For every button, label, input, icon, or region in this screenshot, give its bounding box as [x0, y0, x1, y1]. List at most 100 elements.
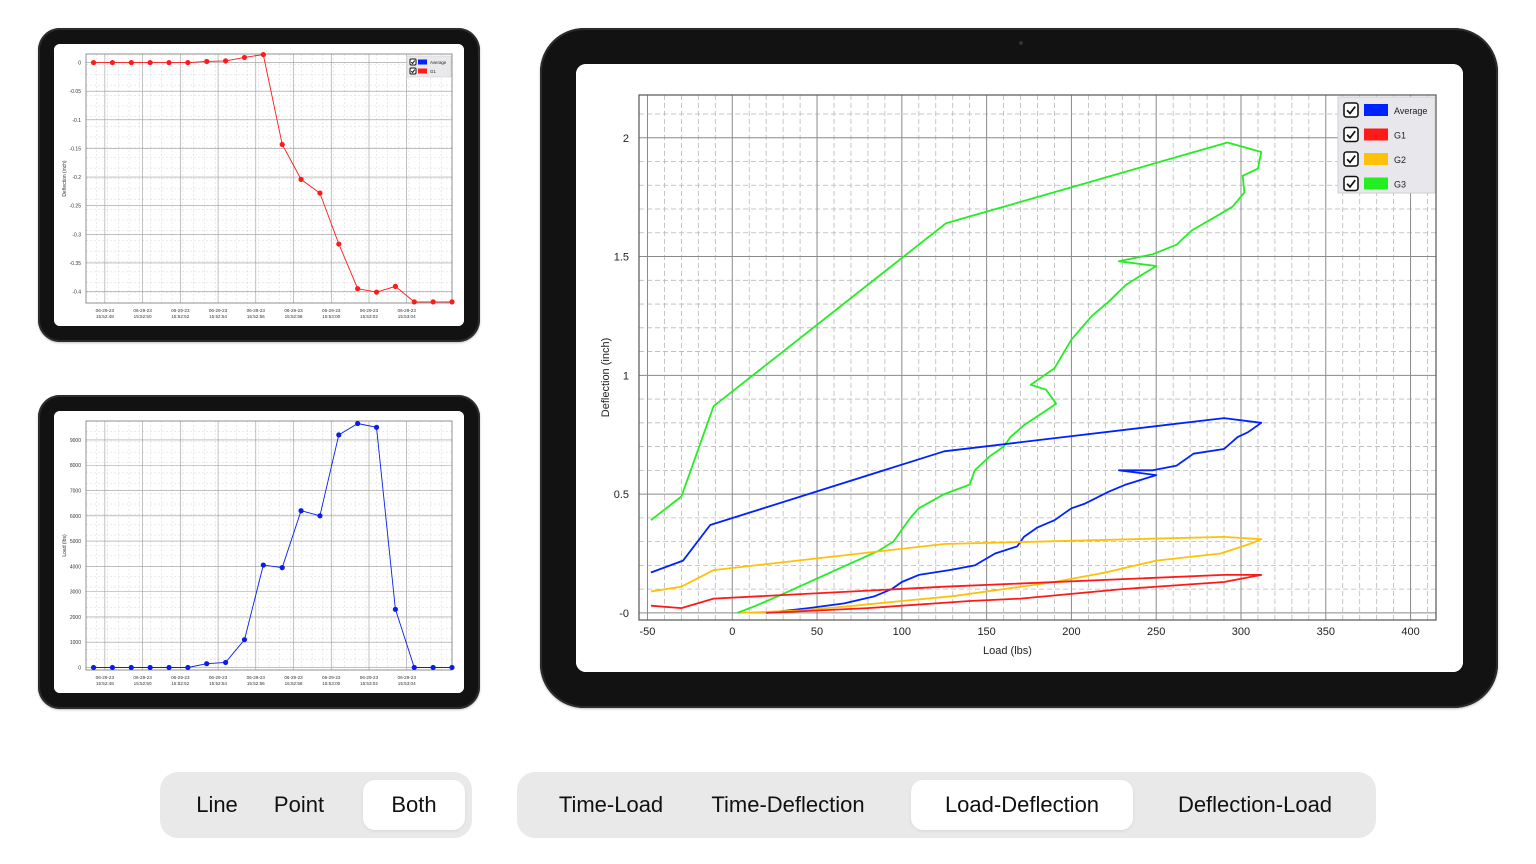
y-tick-label: 8000 [70, 463, 81, 469]
deflection-load-tab[interactable]: Deflection-Load [1177, 792, 1333, 817]
data-point [128, 59, 134, 66]
data-point [336, 432, 342, 438]
plot-border [638, 94, 1437, 621]
data-point [449, 299, 455, 305]
legend-checkbox[interactable] [409, 67, 417, 75]
y-tick-label: 0 [78, 61, 81, 67]
y-tick-label: -0.2 [72, 175, 81, 181]
y-tick-label: 7000 [70, 489, 81, 495]
data-point [298, 508, 304, 514]
legend-checkbox[interactable] [1343, 126, 1359, 143]
data-point [147, 59, 153, 66]
y-tick-label: -0.4 [72, 290, 81, 296]
load-deflection-tab[interactable]: Load-Deflection [911, 780, 1133, 830]
data-point [373, 424, 380, 430]
x-axis-label: Load (lbs) [983, 645, 1032, 657]
x-tick-time: 15:53:04 [398, 314, 416, 319]
x-tick-time: 15:52:52 [171, 681, 189, 686]
x-tick-label: 200 [1062, 626, 1080, 638]
x-tick-time: 15:52:58 [285, 314, 303, 319]
data-point [355, 420, 361, 427]
checkbox-box [1343, 102, 1359, 118]
chart-background [576, 64, 1463, 672]
x-tick-date: 06-29-23 [284, 308, 303, 313]
camera-dot [1019, 41, 1023, 45]
x-tick-time: 15:52:54 [209, 314, 227, 319]
both-option[interactable]: Both [363, 780, 465, 830]
legend-checkbox[interactable] [1343, 151, 1359, 167]
x-tick-time: 15:52:56 [247, 314, 265, 319]
time-deflection-tab[interactable]: Time-Deflection [711, 792, 865, 817]
y-tick-label: 1.5 [614, 252, 629, 264]
legend-swatch [418, 68, 427, 74]
check-mark-icon [1346, 106, 1356, 115]
x-tick-date: 06-29-23 [360, 308, 379, 313]
legend-label: G1 [1394, 131, 1406, 141]
series-average-line [650, 417, 1263, 614]
series-line [93, 54, 452, 303]
tablet-screen: -50 0 50 100 150 200 250 300 350 400 -0 0.5 1 1.5 2 Loa… [576, 64, 1463, 672]
x-tick-time: 15:53:02 [360, 314, 378, 319]
y-tick-label: 6000 [70, 514, 81, 520]
legend-swatch [1364, 153, 1388, 165]
plot-border [85, 53, 453, 304]
data-point [166, 664, 172, 671]
x-tick-label: 50 [811, 626, 823, 638]
legend-label: G2 [1394, 155, 1406, 165]
y-tick-label: -0.25 [70, 204, 82, 210]
legend-checkbox[interactable] [1343, 102, 1359, 118]
x-tick-date: 06-29-23 [247, 675, 266, 680]
time-load-chart: 9000 8000 7000 6000 5000 4000 3000 2000 1000 0 06-… [54, 411, 464, 693]
data-point [392, 283, 399, 289]
x-tick-time: 15:52:58 [285, 681, 303, 686]
data-point [241, 54, 248, 61]
series-g1 [90, 51, 455, 305]
y-axis-label: Deflection (inch) [62, 160, 68, 196]
checkbox-box [1343, 126, 1359, 143]
legend-label: G1 [430, 69, 436, 74]
x-tick-time: 15:52:54 [209, 681, 227, 686]
data-point [411, 299, 417, 305]
data-point [430, 664, 436, 671]
x-tick-label: 300 [1232, 626, 1250, 638]
tablet-time-deflection: 0 -0.05 -0.1 -0.15 -0.2 -0.25 -0.3 -0.35 -0.4 06-… [38, 28, 480, 342]
data-point [147, 664, 153, 671]
y-tick-label: -0 [619, 608, 629, 620]
load-deflection-chart: -50 0 50 100 150 200 250 300 350 400 -0 0.5 1 1.5 2 Loa… [576, 64, 1463, 672]
data-point [317, 190, 323, 196]
y-tick-label: -0.15 [70, 146, 82, 152]
data-point [223, 58, 229, 64]
time-deflection-chart: 0 -0.05 -0.1 -0.15 -0.2 -0.25 -0.3 -0.35 -0.4 06-… [54, 44, 464, 326]
data-point [109, 59, 116, 66]
legend-swatch [418, 59, 427, 65]
data-point [166, 59, 172, 66]
data-point [260, 51, 266, 58]
x-tick-date: 06-29-23 [322, 675, 341, 680]
chart-background [54, 411, 464, 693]
x-tick-time: 15:53:02 [360, 681, 378, 686]
data-point [336, 241, 342, 247]
legend-label: Average [1394, 106, 1427, 116]
checkbox-box [409, 67, 417, 75]
data-point [241, 637, 248, 643]
x-tick-time: 15:52:50 [134, 681, 152, 686]
x-tick-date: 06-29-23 [398, 675, 417, 680]
legend-checkbox[interactable] [1343, 175, 1359, 192]
data-point [204, 58, 210, 65]
x-tick-time: 15:52:52 [171, 314, 189, 319]
legend-label: G3 [1394, 180, 1406, 190]
time-load-tab[interactable]: Time-Load [558, 792, 664, 817]
check-mark-icon [410, 60, 416, 65]
x-tick-label: 250 [1147, 626, 1165, 638]
check-mark-icon [1346, 130, 1356, 140]
x-tick-time: 15:52:48 [96, 681, 114, 686]
data-point [449, 664, 455, 671]
x-tick-date: 06-29-23 [133, 675, 152, 680]
checkbox-box [409, 58, 417, 66]
checkbox-box [1343, 151, 1359, 167]
line-option[interactable]: Line [196, 792, 238, 817]
data-point [204, 661, 210, 667]
x-tick-time: 15:52:50 [134, 314, 152, 319]
legend-checkbox[interactable] [409, 58, 417, 66]
point-option[interactable]: Point [273, 792, 325, 817]
